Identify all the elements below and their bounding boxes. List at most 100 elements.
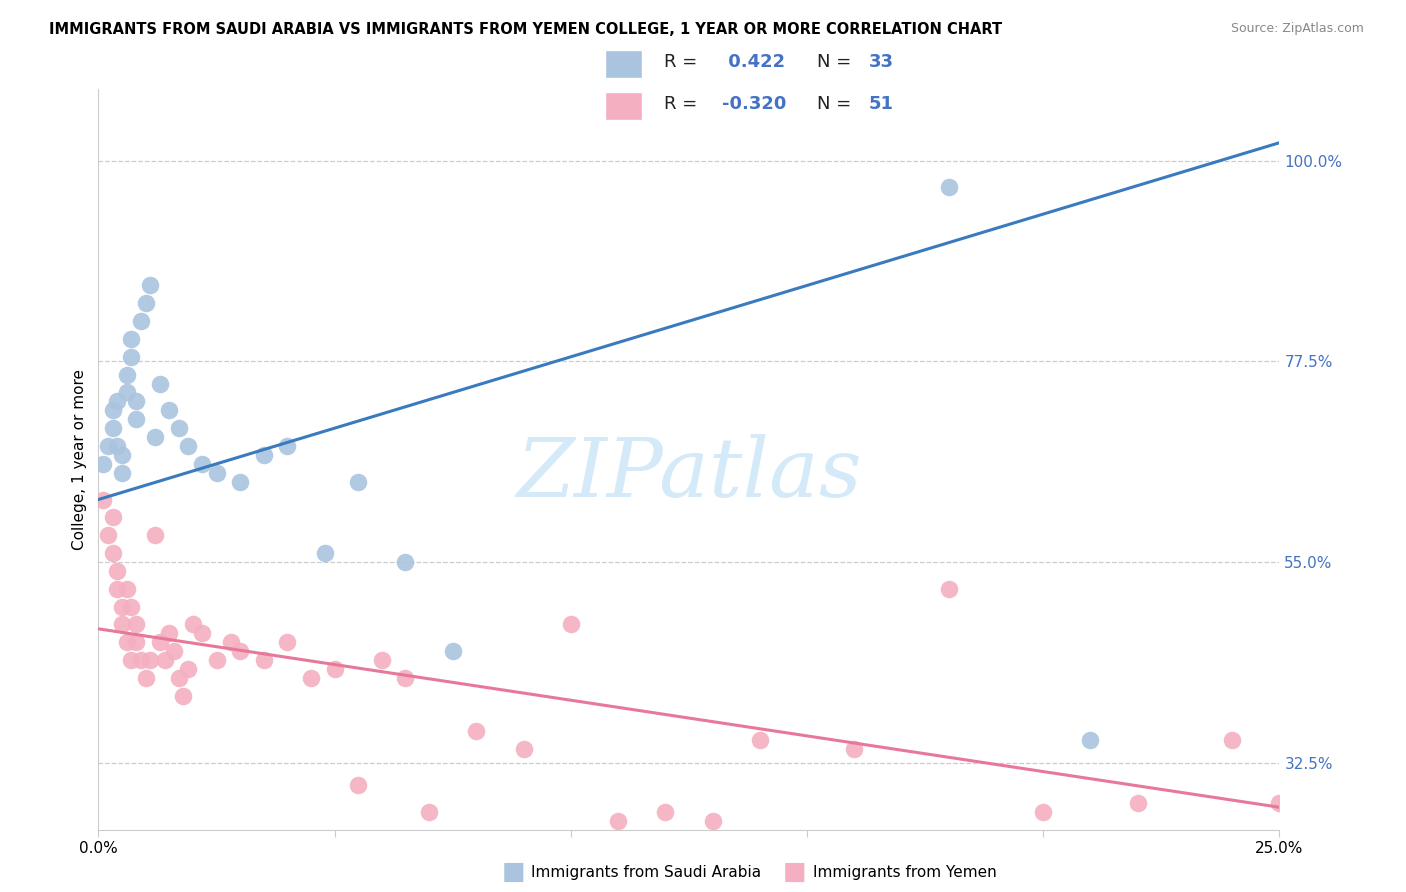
Text: N =: N = bbox=[817, 95, 858, 113]
Point bbox=[105, 582, 128, 596]
Point bbox=[253, 653, 276, 667]
Point bbox=[115, 368, 138, 382]
Point bbox=[748, 733, 770, 747]
Point bbox=[121, 653, 143, 667]
Point bbox=[938, 582, 960, 596]
Point bbox=[191, 457, 214, 471]
Point bbox=[139, 653, 162, 667]
Point bbox=[465, 724, 488, 739]
Point bbox=[157, 403, 180, 417]
Point bbox=[229, 475, 252, 489]
Text: IMMIGRANTS FROM SAUDI ARABIA VS IMMIGRANTS FROM YEMEN COLLEGE, 1 YEAR OR MORE CO: IMMIGRANTS FROM SAUDI ARABIA VS IMMIGRAN… bbox=[49, 22, 1002, 37]
Point bbox=[135, 671, 157, 685]
Point bbox=[129, 653, 152, 667]
FancyBboxPatch shape bbox=[605, 92, 641, 120]
Point bbox=[163, 644, 186, 658]
Point bbox=[1032, 805, 1054, 819]
Point bbox=[115, 635, 138, 649]
Point bbox=[276, 635, 298, 649]
Point bbox=[143, 430, 166, 444]
Point bbox=[441, 644, 464, 658]
Point bbox=[105, 439, 128, 453]
Point bbox=[111, 599, 134, 614]
Point bbox=[101, 546, 124, 560]
Point bbox=[157, 626, 180, 640]
Point bbox=[91, 492, 114, 507]
Point bbox=[172, 689, 194, 703]
Point bbox=[105, 394, 128, 409]
Point bbox=[115, 582, 138, 596]
Point bbox=[91, 457, 114, 471]
Point bbox=[139, 278, 162, 293]
Point bbox=[121, 332, 143, 346]
Point bbox=[219, 635, 242, 649]
Text: Immigrants from Saudi Arabia: Immigrants from Saudi Arabia bbox=[531, 865, 762, 880]
Point bbox=[229, 644, 252, 658]
Point bbox=[347, 475, 370, 489]
Point bbox=[97, 528, 120, 542]
Text: -0.320: -0.320 bbox=[723, 95, 786, 113]
Point bbox=[177, 662, 200, 676]
Point bbox=[1080, 733, 1102, 747]
Point bbox=[115, 385, 138, 400]
Point bbox=[323, 662, 346, 676]
Point bbox=[143, 528, 166, 542]
Point bbox=[167, 421, 190, 435]
Point bbox=[347, 778, 370, 792]
Text: N =: N = bbox=[817, 53, 858, 70]
Point bbox=[299, 671, 322, 685]
Point bbox=[276, 439, 298, 453]
Point bbox=[125, 394, 148, 409]
Point bbox=[125, 617, 148, 632]
Point bbox=[111, 466, 134, 480]
Point bbox=[181, 617, 204, 632]
Text: ■: ■ bbox=[783, 861, 806, 884]
Text: Source: ZipAtlas.com: Source: ZipAtlas.com bbox=[1230, 22, 1364, 36]
Text: 51: 51 bbox=[869, 95, 893, 113]
Point bbox=[97, 439, 120, 453]
Point bbox=[191, 626, 214, 640]
Y-axis label: College, 1 year or more: College, 1 year or more bbox=[72, 369, 87, 549]
Point bbox=[167, 671, 190, 685]
Point bbox=[1220, 733, 1243, 747]
Point bbox=[111, 617, 134, 632]
Point bbox=[253, 448, 276, 462]
Point bbox=[938, 180, 960, 194]
Point bbox=[314, 546, 336, 560]
Point bbox=[394, 671, 416, 685]
Point bbox=[1268, 796, 1291, 810]
Point bbox=[560, 617, 582, 632]
Point bbox=[205, 466, 228, 480]
Point bbox=[1126, 796, 1149, 810]
Point bbox=[654, 805, 676, 819]
Point bbox=[149, 635, 172, 649]
Point bbox=[607, 814, 630, 828]
Point bbox=[394, 555, 416, 569]
Point bbox=[121, 350, 143, 364]
Text: ZIPatlas: ZIPatlas bbox=[516, 434, 862, 514]
Point bbox=[105, 564, 128, 578]
Point bbox=[512, 742, 534, 756]
FancyBboxPatch shape bbox=[605, 50, 641, 78]
Point bbox=[125, 412, 148, 426]
Text: R =: R = bbox=[664, 95, 703, 113]
Point bbox=[205, 653, 228, 667]
Text: ■: ■ bbox=[502, 861, 524, 884]
Point bbox=[135, 296, 157, 310]
Point bbox=[101, 403, 124, 417]
Point bbox=[121, 599, 143, 614]
Point bbox=[371, 653, 394, 667]
Point bbox=[177, 439, 200, 453]
Text: 33: 33 bbox=[869, 53, 893, 70]
Point bbox=[418, 805, 440, 819]
Point bbox=[129, 314, 152, 328]
Point bbox=[111, 448, 134, 462]
Point bbox=[153, 653, 176, 667]
Point bbox=[101, 421, 124, 435]
Text: 0.422: 0.422 bbox=[723, 53, 785, 70]
Point bbox=[844, 742, 866, 756]
Point bbox=[149, 376, 172, 391]
Point bbox=[101, 510, 124, 524]
Text: Immigrants from Yemen: Immigrants from Yemen bbox=[813, 865, 997, 880]
Point bbox=[702, 814, 724, 828]
